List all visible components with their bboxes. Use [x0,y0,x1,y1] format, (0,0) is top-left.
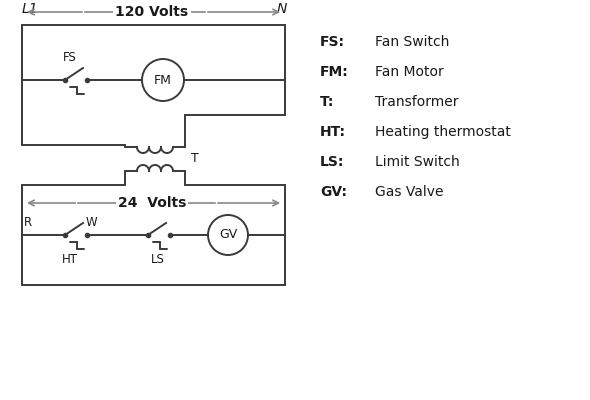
Text: L1: L1 [22,2,38,16]
Text: LS:: LS: [320,155,345,169]
Text: HT: HT [62,253,78,266]
Text: FS:: FS: [320,35,345,49]
Text: Transformer: Transformer [375,95,458,109]
Text: T: T [191,152,199,166]
Text: HT:: HT: [320,125,346,139]
Text: N: N [277,2,287,16]
Text: Heating thermostat: Heating thermostat [375,125,511,139]
Text: Fan Motor: Fan Motor [375,65,444,79]
Text: T:: T: [320,95,335,109]
Text: Limit Switch: Limit Switch [375,155,460,169]
Text: FM:: FM: [320,65,349,79]
Text: 120 Volts: 120 Volts [116,5,189,19]
Text: GV: GV [219,228,237,242]
Text: FM: FM [154,74,172,86]
Text: R: R [24,216,32,229]
Text: W: W [86,216,97,229]
Text: LS: LS [151,253,165,266]
Text: GV:: GV: [320,185,347,199]
Text: Fan Switch: Fan Switch [375,35,450,49]
Text: 24  Volts: 24 Volts [118,196,186,210]
Text: Gas Valve: Gas Valve [375,185,444,199]
Text: FS: FS [63,51,77,64]
